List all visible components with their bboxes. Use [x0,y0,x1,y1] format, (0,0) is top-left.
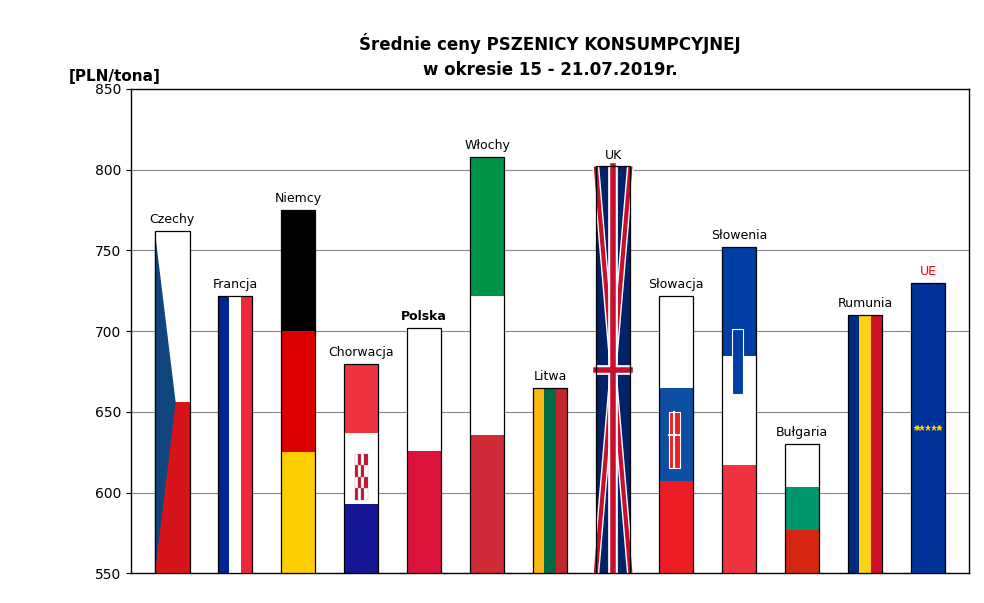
Bar [217,295,229,573]
Bar [361,466,364,477]
Bar [544,388,556,573]
Bar [722,247,757,573]
Bar [722,247,757,356]
Text: UE: UE [920,265,937,278]
Bar [469,435,505,573]
Text: Chorwacja: Chorwacja [329,346,394,359]
Bar [785,487,820,531]
Bar [354,466,358,477]
Bar [364,488,368,500]
Bar [343,434,379,504]
Text: Bułgaria: Bułgaria [776,426,829,440]
Bar [658,295,694,388]
Bar [406,328,442,573]
Bar [229,295,241,573]
Bar [469,157,505,295]
Bar [343,504,379,573]
Bar [848,315,859,573]
Bar [154,231,190,573]
Bar [469,295,505,435]
Bar [364,477,368,488]
Text: Litwa: Litwa [533,370,567,383]
Text: UK: UK [604,149,622,162]
Bar [785,531,820,573]
Text: [PLN/tona]: [PLN/tona] [69,69,160,84]
Bar [859,315,871,573]
Bar [217,295,253,573]
Bar [722,356,757,465]
Bar [732,329,743,394]
Text: Francja: Francja [213,278,258,291]
Bar [354,488,358,500]
Bar [669,412,680,468]
Bar [532,388,568,573]
Bar [280,210,316,573]
Bar [658,388,694,481]
Bar [358,466,361,477]
Bar [358,477,361,488]
Bar [280,331,316,452]
Bar [358,454,361,466]
Bar [911,283,946,573]
Bar [871,315,883,573]
Bar [343,364,379,434]
Bar [280,452,316,573]
Bar [354,477,358,488]
Bar [361,454,364,466]
Text: Włochy: Włochy [464,139,510,152]
Polygon shape [154,231,175,573]
Text: Czechy: Czechy [150,213,195,226]
Bar [241,295,253,573]
Bar [556,388,568,573]
Text: Niemcy: Niemcy [275,192,322,205]
Bar [785,444,820,487]
Bar [911,283,946,573]
Text: Słowacja: Słowacja [648,278,704,291]
Text: Rumunia: Rumunia [837,297,892,310]
Bar [658,481,694,573]
Bar [358,488,361,500]
Bar [406,328,442,450]
Bar [354,454,358,466]
Bar [154,402,190,573]
Bar [658,295,694,573]
Bar [154,231,190,402]
Bar [361,488,364,500]
Bar [469,157,505,573]
Bar [361,477,364,488]
Bar [343,364,379,573]
Text: Słowenia: Słowenia [710,229,768,242]
Bar [364,454,368,466]
Bar [848,315,883,573]
Bar [722,465,757,573]
Bar [532,388,544,573]
Text: Polska: Polska [401,310,447,323]
Title: Średnie ceny PSZENICY KONSUMPCYJNEJ
w okresie 15 - 21.07.2019r.: Średnie ceny PSZENICY KONSUMPCYJNEJ w ok… [359,33,741,79]
Bar [595,166,631,573]
Bar [785,444,820,573]
Bar [280,210,316,331]
Bar [595,166,631,573]
Bar [364,466,368,477]
Bar [406,450,442,573]
